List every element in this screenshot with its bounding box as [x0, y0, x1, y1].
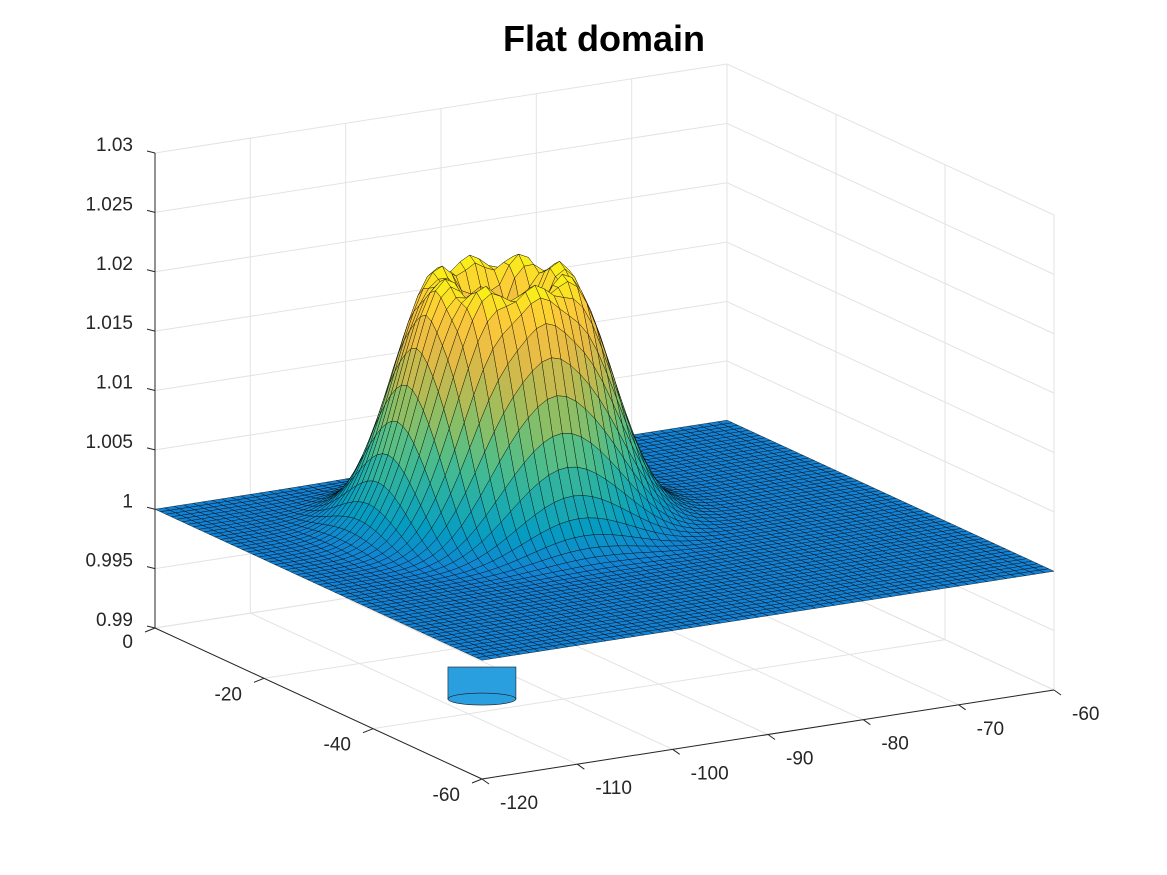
z-tick — [146, 566, 156, 570]
y-tick-label: -20 — [215, 684, 242, 705]
z-tick — [146, 625, 156, 629]
axes-front — [144, 150, 1062, 785]
tick-labels: 0.99 0.995 1 1.005 1.01 1.015 1.02 1.025 1.03 0 -2… — [85, 135, 1099, 814]
x-tick — [1053, 689, 1062, 696]
z-tick-label: 1.02 — [96, 254, 133, 275]
x-tick — [863, 719, 871, 726]
z-tick-label: 1.025 — [85, 194, 133, 215]
z-tick — [146, 447, 156, 451]
x-tick — [577, 763, 585, 770]
z-tick-label: 0.995 — [85, 551, 133, 572]
z-tick-label: 0.99 — [96, 610, 133, 631]
x-tick-label: -110 — [595, 778, 632, 799]
x-tick-label: -80 — [881, 734, 908, 755]
chart-title: Flat domain — [503, 18, 705, 59]
z-tick — [146, 209, 156, 213]
dip-column — [447, 666, 517, 706]
x-tick — [481, 778, 490, 785]
z-tick-label: 1 — [122, 491, 133, 512]
y-tick — [144, 627, 156, 633]
z-tick-label: 1.03 — [96, 135, 133, 156]
y-tick — [471, 778, 483, 784]
y-tick-label: -40 — [324, 735, 351, 756]
surface-face — [475, 656, 493, 661]
surface-mesh — [154, 253, 1055, 661]
y-tick-label: 0 — [122, 632, 133, 653]
z-tick-label: 1.015 — [85, 313, 133, 334]
y-tick — [253, 677, 265, 683]
z-tick — [146, 328, 156, 332]
z-tick — [146, 269, 156, 273]
x-tick-label: -60 — [1072, 704, 1099, 725]
axis-line — [154, 627, 483, 780]
x-tick-label: -100 — [691, 763, 729, 784]
grid-line-y — [372, 164, 946, 730]
grid-line-z — [154, 182, 1055, 335]
x-tick-label: -90 — [786, 749, 813, 770]
x-tick-label: -70 — [977, 719, 1004, 740]
grid-line-z — [154, 122, 1055, 275]
z-tick-label: 1.01 — [96, 373, 133, 394]
y-tick-label: -60 — [433, 785, 460, 806]
z-tick — [146, 506, 156, 510]
x-tick — [672, 748, 680, 755]
grid-line-z — [154, 63, 1055, 216]
x-tick — [767, 734, 776, 740]
dip-bottom — [447, 692, 517, 706]
y-tick — [362, 728, 374, 734]
z-tick — [146, 150, 156, 154]
x-tick — [958, 704, 966, 711]
z-tick-label: 1.005 — [85, 432, 133, 453]
x-tick-label: -120 — [500, 793, 538, 814]
z-tick — [146, 388, 156, 391]
